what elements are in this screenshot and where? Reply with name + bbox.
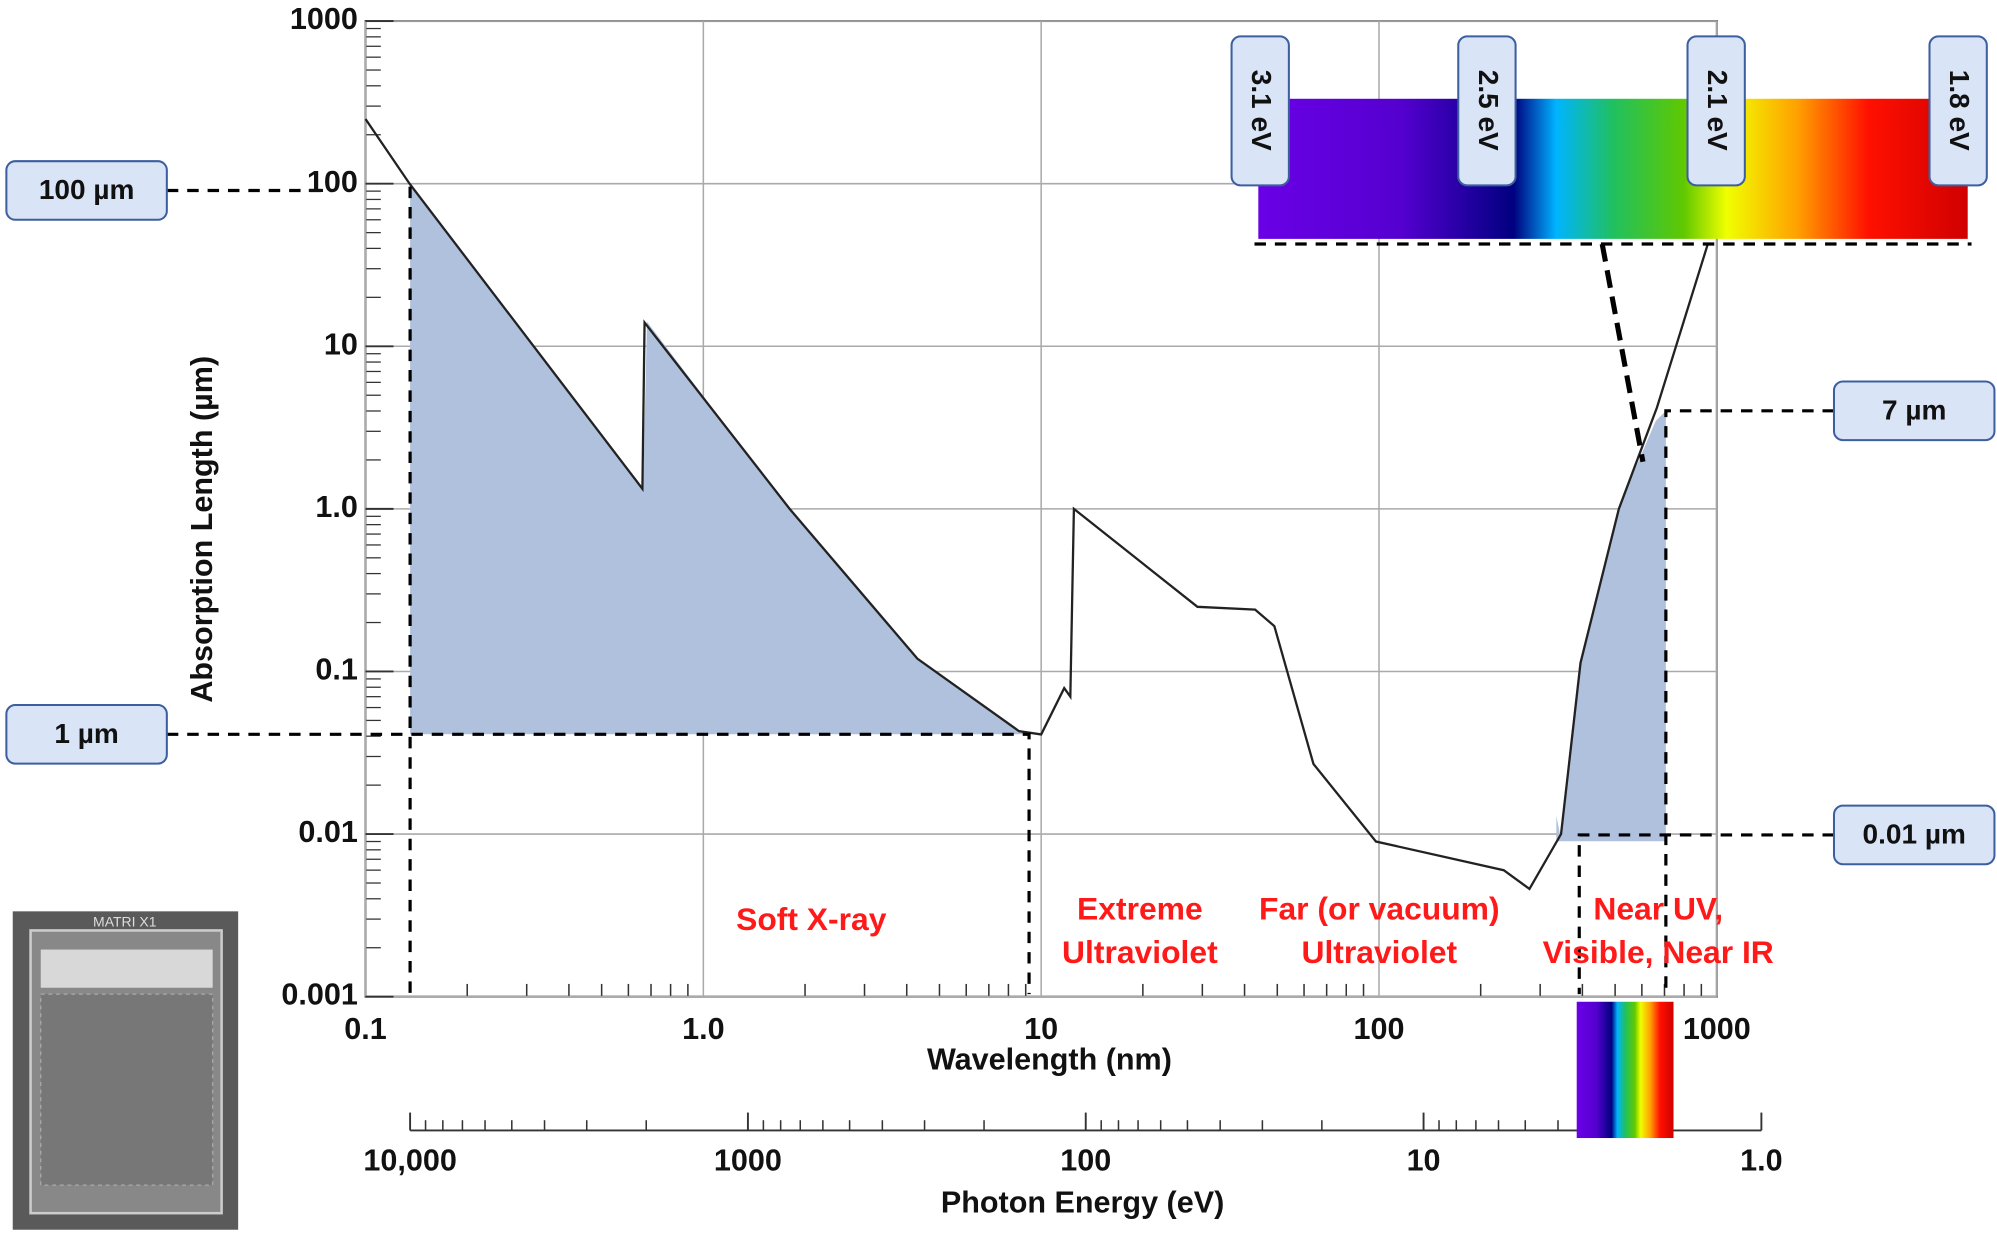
- shaded-region: [1556, 410, 1666, 842]
- y-tick-label: 0.001: [281, 978, 357, 1012]
- callout-label: 100 µm: [39, 174, 135, 205]
- x-tick-label: 0.1: [344, 1012, 386, 1046]
- y-tick-label: 1.0: [315, 490, 357, 524]
- callout-box: [1832, 380, 1996, 442]
- x2-tick-label: 1000: [714, 1143, 782, 1177]
- y-tick-label: 0.1: [315, 653, 357, 687]
- region-label: Visible, Near IR: [1543, 934, 1774, 970]
- callout-label: 7 µm: [1882, 394, 1946, 425]
- callout-box: [1832, 804, 1996, 866]
- region-label: Near UV,: [1593, 891, 1723, 927]
- x2-tick-label: 1.0: [1740, 1143, 1782, 1177]
- callout-label: 1 µm: [54, 718, 118, 749]
- guide-line: [1664, 409, 1834, 995]
- spectrum-label: 2.1 eV: [1702, 70, 1733, 151]
- spectrum-label-box: [1928, 35, 1988, 187]
- spectrum-label-box: [1457, 35, 1517, 187]
- guide-line: [166, 186, 412, 995]
- region-label: Far (or vacuum): [1259, 891, 1500, 927]
- region-label: Soft X-ray: [736, 901, 887, 937]
- marks: [364, 118, 1710, 891]
- x2-tick-label: 10: [1407, 1143, 1441, 1177]
- x-tick-label: 1000: [1683, 1012, 1751, 1046]
- y-tick-label: 0.01: [298, 815, 357, 849]
- x-tick-label: 100: [1354, 1012, 1405, 1046]
- x2-axis-label: Photon Energy (eV): [941, 1185, 1224, 1219]
- chip-array: [40, 993, 214, 1186]
- region-label: Extreme: [1077, 891, 1203, 927]
- chip-block: [40, 949, 213, 988]
- region-label: Ultraviolet: [1062, 934, 1218, 970]
- y-tick-label: 100: [307, 165, 358, 199]
- spectrum-bar: [1258, 98, 1968, 239]
- spectrum-label-box: [1686, 35, 1746, 187]
- y-axis-label: Absorption Length (µm): [185, 356, 219, 703]
- x2-tick-label: 100: [1060, 1143, 1111, 1177]
- x-tick-label: 10: [1024, 1012, 1058, 1046]
- region-label: Ultraviolet: [1301, 934, 1457, 970]
- chip-image: MATRI X1: [12, 911, 239, 1230]
- guides: [166, 186, 1972, 995]
- spectrum-label: 1.8 eV: [1944, 70, 1975, 151]
- guide-line: [1577, 833, 1834, 995]
- shaded-region: [410, 184, 1030, 735]
- callout-label: 0.01 µm: [1863, 819, 1966, 850]
- spectrum-label: 2.5 eV: [1473, 70, 1504, 151]
- data-line: [364, 118, 1710, 891]
- spectrum-label-box: [1230, 35, 1290, 187]
- guide-line: [1599, 243, 1646, 463]
- spectrum-bar-small: [1576, 1001, 1674, 1139]
- spectrum-label: 3.1 eV: [1246, 70, 1277, 151]
- x2-tick-label: 10,000: [363, 1143, 456, 1177]
- y-tick-label: 10: [324, 327, 358, 361]
- labels: 0.1 1.0 10 100 1000 1000 100 10 1.0 0.1 0.01 0.001 W…: [5, 2, 1996, 1219]
- x-tick-label: 1.0: [682, 1012, 724, 1046]
- guide-line: [166, 732, 1031, 995]
- x-axis-label: Wavelength (nm): [927, 1043, 1172, 1077]
- callout-box: [5, 160, 168, 221]
- chip-label: MATRI X1: [93, 914, 157, 930]
- y-tick-label: 1000: [290, 2, 358, 36]
- callout-box: [5, 703, 168, 765]
